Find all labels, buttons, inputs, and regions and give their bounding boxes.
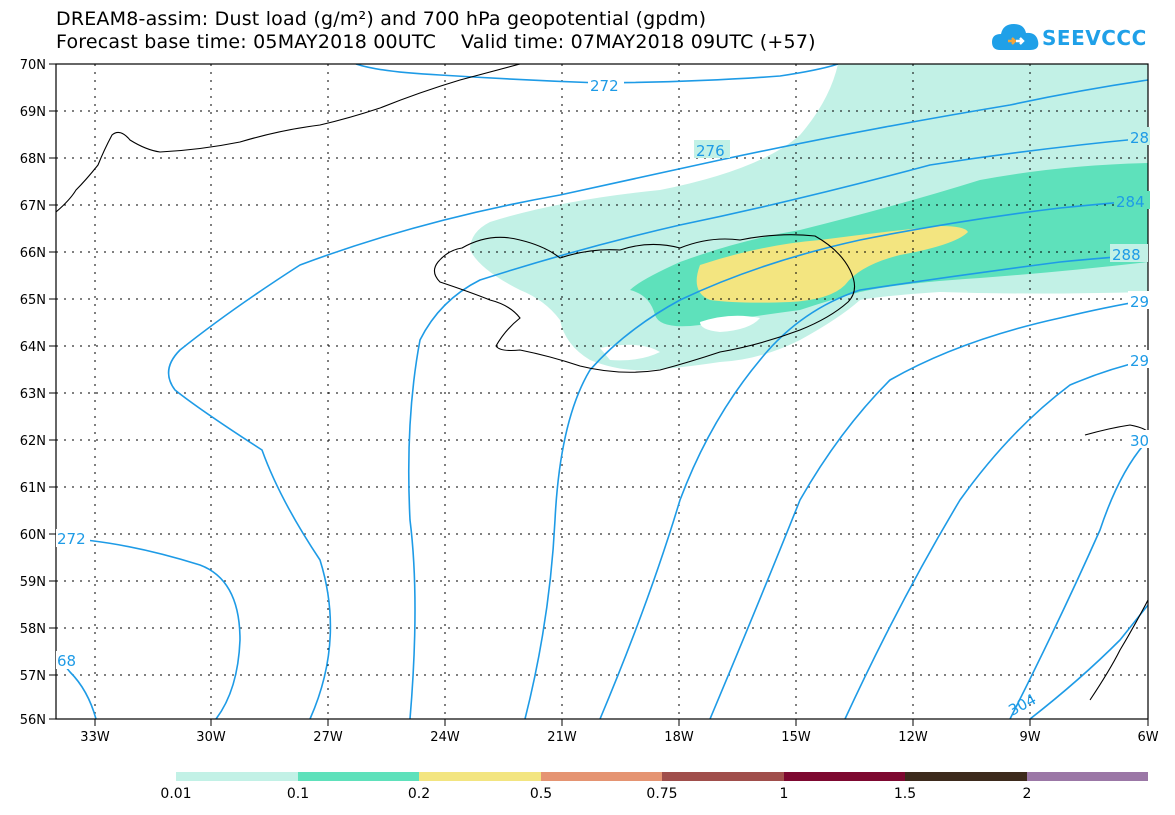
lat-label: 59N	[20, 575, 46, 590]
legend-label: 1.5	[893, 786, 917, 802]
dust-shade-low	[470, 64, 1148, 371]
legend-label: 0.2	[407, 786, 431, 802]
lon-label: 18W	[664, 730, 694, 745]
lat-label: 61N	[20, 481, 46, 496]
map-frame	[55, 63, 1149, 720]
contour-label: 288	[1112, 246, 1141, 264]
lat-label: 65N	[20, 293, 46, 308]
legend-label: 0.75	[646, 786, 678, 802]
lat-label: 56N	[20, 713, 46, 728]
contour-label: 68	[57, 652, 76, 670]
lat-label: 66N	[20, 246, 46, 261]
lat-label: 70N	[20, 58, 46, 73]
lat-label: 67N	[20, 199, 46, 214]
graticule	[56, 64, 1148, 719]
lon-label: 24W	[430, 730, 460, 745]
lon-label: 27W	[313, 730, 343, 745]
contour-label: 29	[1130, 293, 1149, 311]
dust-legend-colorbar	[176, 772, 1148, 781]
lon-label: 6W	[1137, 730, 1158, 745]
seevccc-logo: SEEVCCC	[990, 18, 1150, 58]
legend-label: 0.5	[529, 786, 553, 802]
norway-coast	[1089, 599, 1148, 701]
lon-label: 30W	[196, 730, 226, 745]
lon-label: 33W	[80, 730, 110, 745]
logo-text: SEEVCCC	[1042, 26, 1147, 50]
forecast-time-subtitle: Forecast base time: 05MAY2018 00UTC Vali…	[56, 31, 816, 53]
contour-label: 272	[57, 530, 86, 548]
coastlines	[56, 64, 1148, 701]
legend-swatch	[783, 772, 905, 781]
contour-label: 30	[1130, 432, 1149, 450]
map-title: DREAM8-assim: Dust load (g/m²) and 700 h…	[56, 8, 707, 30]
legend-swatch	[540, 772, 662, 781]
legend-swatch	[1026, 772, 1148, 781]
geopotential-contours	[56, 64, 1148, 719]
lat-label: 69N	[20, 105, 46, 120]
contour-label: 272	[590, 77, 619, 95]
legend-swatch	[176, 772, 298, 781]
greenland-coast	[56, 64, 521, 213]
legend-label: 1	[779, 786, 789, 802]
contour-label: 276	[696, 142, 725, 160]
legend-swatch	[297, 772, 419, 781]
lon-label: 21W	[547, 730, 577, 745]
lat-label: 62N	[20, 434, 46, 449]
iceland-coast	[433, 234, 856, 373]
lat-label: 60N	[20, 528, 46, 543]
contour-label: 28	[1130, 129, 1149, 147]
dust-shade-high	[696, 226, 968, 303]
legend-label: 2	[1022, 786, 1032, 802]
lat-label: 68N	[20, 152, 46, 167]
lat-label: 64N	[20, 340, 46, 355]
contour-label: 29	[1130, 352, 1149, 370]
lat-label: 57N	[20, 669, 46, 684]
lon-label: 9W	[1019, 730, 1040, 745]
lat-label: 63N	[20, 387, 46, 402]
contour-label: 284	[1116, 193, 1145, 211]
legend-label: 0.01	[160, 786, 192, 802]
lat-label: 58N	[20, 622, 46, 637]
legend-swatch	[419, 772, 541, 781]
legend-swatch	[662, 772, 784, 781]
lon-label: 12W	[898, 730, 928, 745]
legend-swatch	[905, 772, 1027, 781]
legend-label: 0.1	[286, 786, 310, 802]
scotland-coast	[1084, 424, 1148, 436]
lon-label: 15W	[781, 730, 811, 745]
cloud-icon	[992, 24, 1039, 50]
